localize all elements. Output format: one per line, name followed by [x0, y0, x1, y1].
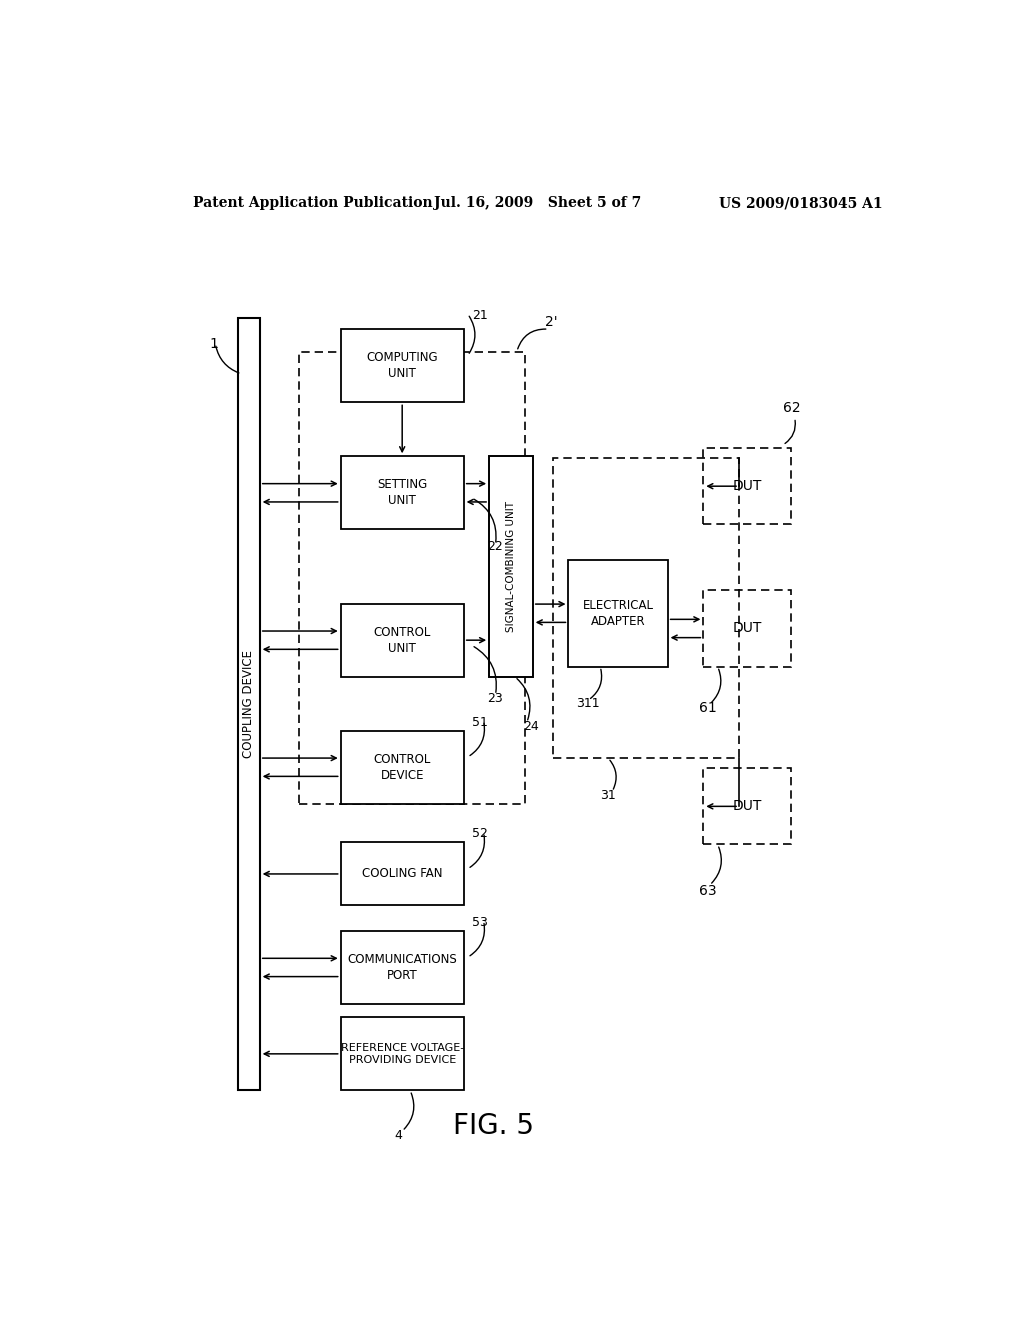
Bar — [703, 447, 791, 524]
Text: CONTROL
DEVICE: CONTROL DEVICE — [374, 752, 431, 781]
Bar — [238, 318, 260, 1090]
Bar — [341, 842, 464, 906]
Text: US 2009/0183045 A1: US 2009/0183045 A1 — [719, 197, 883, 210]
Text: 1: 1 — [210, 338, 218, 351]
Text: DUT: DUT — [732, 800, 762, 813]
Bar — [299, 351, 525, 804]
Bar — [341, 1018, 464, 1090]
Text: ELECTRICAL
ADAPTER: ELECTRICAL ADAPTER — [583, 599, 653, 628]
Text: 51: 51 — [472, 715, 487, 729]
Text: COMPUTING
UNIT: COMPUTING UNIT — [367, 351, 438, 380]
Text: SETTING
UNIT: SETTING UNIT — [377, 478, 427, 507]
Bar — [341, 731, 464, 804]
Bar — [489, 457, 532, 677]
Text: FIG. 5: FIG. 5 — [453, 1111, 534, 1140]
Bar — [341, 603, 464, 677]
Text: 31: 31 — [600, 789, 616, 801]
Text: COMMUNICATIONS
PORT: COMMUNICATIONS PORT — [347, 953, 457, 982]
Bar — [341, 329, 464, 403]
Text: 61: 61 — [699, 701, 717, 715]
Bar — [553, 458, 739, 758]
Text: 63: 63 — [699, 884, 717, 899]
Text: 52: 52 — [472, 828, 487, 841]
Text: 311: 311 — [577, 697, 600, 710]
Bar — [341, 931, 464, 1005]
Text: 24: 24 — [523, 719, 539, 733]
Text: 2': 2' — [545, 315, 557, 329]
Bar — [568, 560, 668, 667]
Text: Patent Application Publication: Patent Application Publication — [194, 197, 433, 210]
Text: COOLING FAN: COOLING FAN — [361, 867, 442, 880]
Text: COUPLING DEVICE: COUPLING DEVICE — [242, 651, 255, 758]
Bar — [341, 457, 464, 529]
Text: DUT: DUT — [732, 622, 762, 635]
Text: 21: 21 — [472, 309, 487, 322]
Text: 62: 62 — [782, 401, 801, 416]
Text: REFERENCE VOLTAGE-
PROVIDING DEVICE: REFERENCE VOLTAGE- PROVIDING DEVICE — [341, 1043, 464, 1065]
Text: Jul. 16, 2009   Sheet 5 of 7: Jul. 16, 2009 Sheet 5 of 7 — [433, 197, 641, 210]
Bar — [703, 768, 791, 845]
Text: 4: 4 — [394, 1129, 402, 1142]
Text: SIGNAL-COMBINING UNIT: SIGNAL-COMBINING UNIT — [506, 502, 516, 632]
Text: 22: 22 — [487, 540, 503, 553]
Text: DUT: DUT — [732, 479, 762, 494]
Text: CONTROL
UNIT: CONTROL UNIT — [374, 626, 431, 655]
Text: 23: 23 — [487, 692, 503, 705]
Text: 53: 53 — [472, 916, 487, 929]
Bar — [703, 590, 791, 667]
